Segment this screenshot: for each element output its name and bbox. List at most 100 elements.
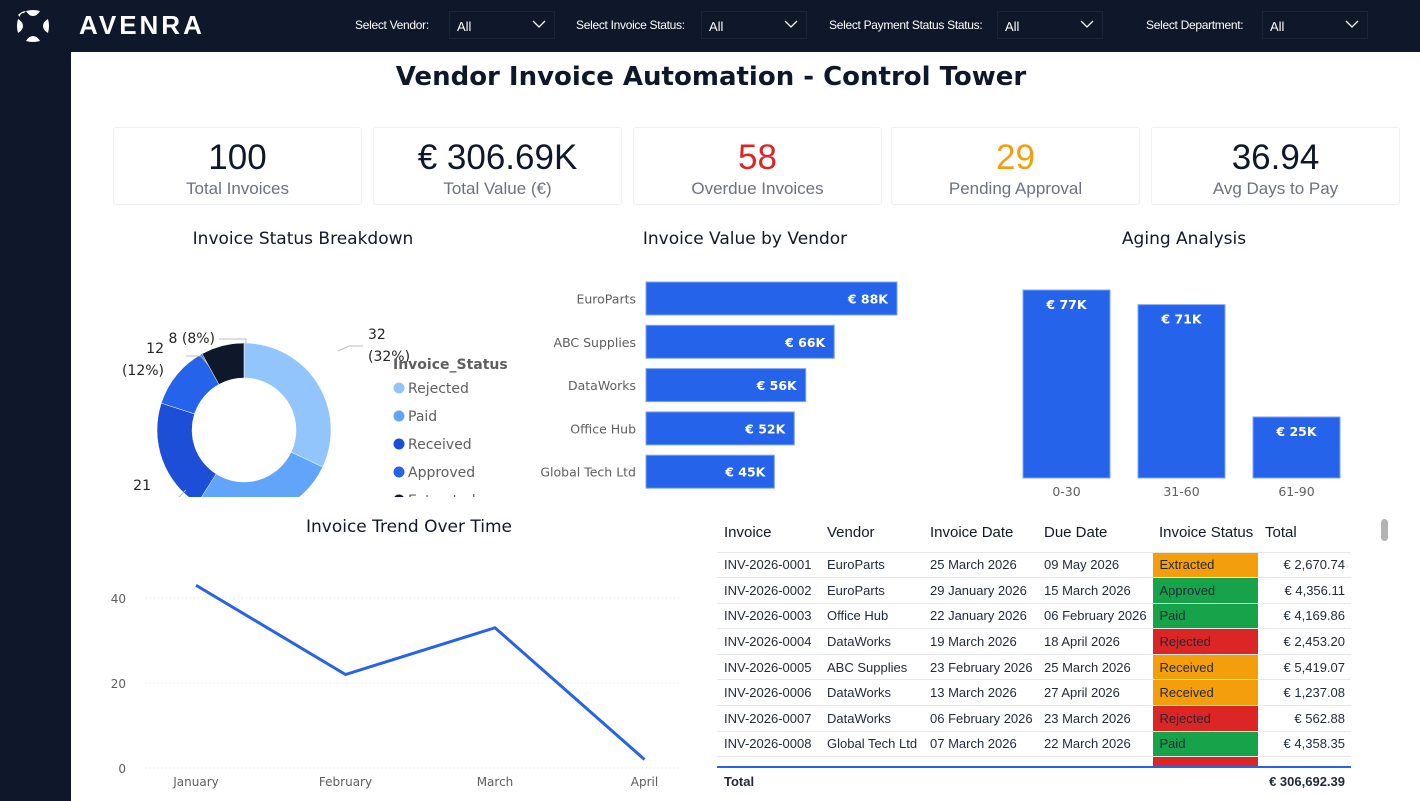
table-row[interactable]: INV-2026-0001 EuroParts 25 March 2026 09 Ma…	[717, 552, 1351, 579]
sidebar	[0, 52, 71, 801]
column-header-invoice-date[interactable]: Invoice Date	[923, 514, 1037, 553]
column-header-invoice[interactable]: Invoice	[717, 514, 820, 553]
vendor-bar-4[interactable]	[645, 454, 775, 489]
column-header-invoice-status[interactable]: Invoice Status	[1152, 514, 1258, 553]
vendor-bar-1[interactable]	[645, 324, 835, 359]
invoice-date-cell: 25 March 2026	[923, 552, 1037, 579]
invoice-date-cell: 22 January 2026	[923, 603, 1037, 630]
legend-swatch-icon	[393, 410, 405, 422]
donut-data-label: 21	[133, 478, 151, 494]
vendor-cell: EuroParts	[820, 577, 923, 604]
table-row[interactable]: INV-2026-0003 Office Hub 22 January 2026 06…	[717, 603, 1351, 630]
kpi-value: 36.94	[1231, 138, 1320, 177]
invoice-trend-title: Invoice Trend Over Time	[305, 517, 512, 537]
table-row[interactable]: INV-2026-0002 EuroParts 29 January 2026 15 …	[717, 577, 1351, 604]
aging-bar-data-label: € 77K	[1045, 297, 1087, 312]
chevron-down-icon	[784, 20, 798, 28]
vendor-bar-2[interactable]	[645, 368, 807, 403]
aging-bar-61-90[interactable]	[1252, 416, 1341, 479]
invoice-status-filter-select[interactable]: All	[701, 11, 807, 39]
column-header-due-date[interactable]: Due Date	[1037, 514, 1152, 553]
aging-bar-0-30[interactable]	[1022, 289, 1111, 479]
vendor-cell: EuroParts	[820, 552, 923, 579]
aging-axis-label: 31-60	[1163, 484, 1199, 499]
vendor-axis-label: DataWorks	[568, 378, 636, 393]
total-cell: € 2,670.74	[1258, 552, 1351, 579]
table-row[interactable]: INV-2026-0007 DataWorks 06 February 2026 23…	[717, 705, 1351, 732]
table-row[interactable]: INV-2026-0004 DataWorks 19 March 2026 18 Ap…	[717, 628, 1351, 655]
vendor-bar-3[interactable]	[645, 411, 795, 446]
department-filter-label: Select Department:	[1146, 18, 1244, 32]
vendor-cell: DataWorks	[820, 628, 923, 655]
vendor-filter-label: Select Vendor:	[355, 18, 429, 32]
legend-item-approved[interactable]: Approved	[408, 465, 475, 481]
donut-slice-paid[interactable]	[197, 451, 324, 497]
legend-item-rejected[interactable]: Rejected	[408, 381, 469, 397]
status-cell: Paid	[1151, 731, 1259, 758]
legend-item-extracted[interactable]: Extracted	[408, 493, 476, 497]
avenra-logo-icon	[17, 10, 49, 42]
table-row[interactable]: INV-2026-0008 Global Tech Ltd 07 March 202…	[717, 731, 1351, 758]
kpi-label: Pending Approval	[948, 179, 1083, 198]
invoice-table: Invoice Vendor Invoice Date Due Date Inv…	[717, 514, 1351, 795]
due-date-cell: 22 March 2026	[1037, 731, 1152, 758]
total-cell: € 4,169.86	[1258, 603, 1351, 630]
due-date-cell: 27 April 2026	[1037, 679, 1152, 707]
invoice-date-cell: 19 March 2026	[923, 628, 1037, 655]
invoice-id-cell: INV-2026-0003	[717, 603, 820, 630]
kpi-value: 58	[738, 138, 777, 177]
aging-bar-31-60[interactable]	[1137, 304, 1226, 479]
legend-item-paid[interactable]: Paid	[408, 409, 437, 425]
status-donut-chart: 32(32%)27 (27%)21(21%)12(12%)8 (8%)Invoi…	[122, 327, 508, 497]
due-date-cell: 18 April 2026	[1037, 628, 1152, 655]
vendor-axis-label: Global Tech Ltd	[540, 465, 636, 480]
legend-swatch-icon	[393, 466, 405, 478]
top-bar: AVENRA Select Vendor: All Select Invoice…	[0, 0, 1420, 52]
status-cell: Paid	[1151, 603, 1259, 630]
chevron-down-icon	[1080, 20, 1094, 28]
payment-status-filter-select[interactable]: All	[997, 11, 1103, 39]
donut-leader-line	[186, 355, 210, 367]
donut-data-label: 32	[368, 327, 386, 343]
status-cell-partial	[1151, 756, 1259, 768]
chevron-down-icon	[1345, 20, 1359, 28]
donut-leader-line	[337, 345, 363, 352]
due-date-cell: 06 February 2026	[1037, 603, 1152, 630]
kpi-card-avg-days-to-pay: 36.94 Avg Days to Pay	[1151, 127, 1400, 205]
aging-analysis-chart: € 77K 0-30 € 71K 31-60 € 25K 61-90	[1022, 289, 1341, 499]
chevron-down-icon	[532, 20, 546, 28]
table-header-row: Invoice Vendor Invoice Date Due Date Inv…	[717, 514, 1351, 553]
status-cell: Received	[1151, 654, 1259, 681]
legend-item-received[interactable]: Received	[408, 437, 472, 453]
invoice-date-cell: 13 March 2026	[923, 679, 1037, 707]
donut-slice-rejected[interactable]	[243, 342, 332, 468]
table-row[interactable]: INV-2026-0006 DataWorks 13 March 2026 27 Ap…	[717, 679, 1351, 707]
payment-status-filter-value: All	[1005, 19, 1020, 34]
trend-x-tick-label: January	[172, 775, 219, 789]
invoice-id-cell: INV-2026-0006	[717, 679, 820, 707]
vendor-filter-select[interactable]: All	[449, 11, 555, 39]
vendor-bar-0[interactable]	[645, 281, 898, 316]
table-total-row: Total € 306,692.39	[717, 767, 1351, 795]
status-cell: Approved	[1151, 577, 1259, 604]
donut-leader-line	[219, 338, 247, 347]
trend-x-tick-label: March	[477, 775, 514, 789]
donut-leader-line	[178, 489, 187, 497]
invoice-status-filter-value: All	[709, 19, 724, 34]
column-header-vendor[interactable]: Vendor	[820, 514, 923, 553]
trend-x-tick-label: April	[631, 775, 658, 789]
donut-slice-extracted[interactable]	[201, 342, 245, 385]
department-filter-value: All	[1270, 19, 1285, 34]
vendor-cell: Global Tech Ltd	[820, 731, 923, 758]
donut-slice-received[interactable]	[156, 402, 217, 497]
department-filter-select[interactable]: All	[1262, 11, 1368, 39]
status-breakdown-title: Invoice Status Breakdown	[192, 229, 414, 249]
donut-data-label: 8 (8%)	[169, 331, 216, 347]
status-cell: Extracted	[1151, 552, 1259, 579]
table-row[interactable]: INV-2026-0005 ABC Supplies 23 February 202…	[717, 654, 1351, 681]
trend-line-series[interactable]	[195, 583, 646, 761]
table-scrollbar-thumb[interactable]	[1381, 519, 1388, 541]
total-cell: € 4,358.35	[1258, 731, 1351, 758]
page-title: Vendor Invoice Automation - Control Towe…	[395, 62, 1027, 92]
column-header-total[interactable]: Total	[1258, 514, 1351, 553]
